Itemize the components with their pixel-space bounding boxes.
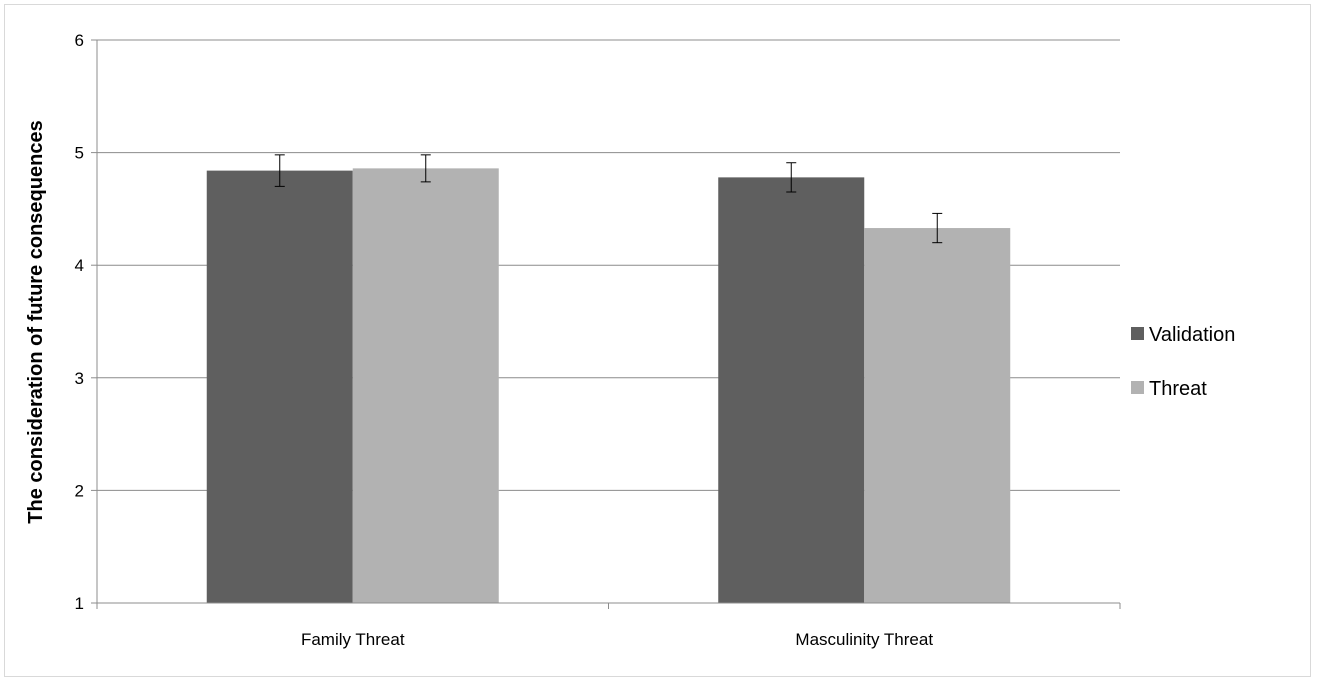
y-tick-label: 3 bbox=[75, 369, 84, 388]
y-tick-label: 6 bbox=[75, 31, 84, 50]
x-tick-label: Masculinity Threat bbox=[795, 630, 933, 649]
error-bars bbox=[274, 154, 943, 244]
y-tick-label: 5 bbox=[75, 144, 84, 163]
bar-validation-2 bbox=[718, 177, 865, 603]
legend-label-validation: Validation bbox=[1149, 324, 1235, 346]
x-tick-labels: Family Threat Masculinity Threat bbox=[301, 630, 933, 649]
x-tick-label: Family Threat bbox=[301, 630, 405, 649]
bars bbox=[206, 168, 1011, 604]
y-tick-label: 4 bbox=[75, 256, 84, 275]
y-tick-label: 1 bbox=[75, 594, 84, 613]
axes bbox=[91, 39, 1121, 609]
legend-swatch-validation bbox=[1131, 327, 1144, 340]
bar-threat-2 bbox=[864, 228, 1011, 604]
bar-threat-1 bbox=[352, 168, 499, 603]
legend-label-threat: Threat bbox=[1149, 378, 1207, 400]
y-tick-label: 2 bbox=[75, 481, 84, 500]
legend-swatch-threat bbox=[1131, 381, 1144, 394]
legend: Validation Threat bbox=[1131, 324, 1235, 400]
y-tick-labels: 1 2 3 4 5 6 bbox=[75, 31, 84, 613]
bar-validation-1 bbox=[206, 170, 353, 603]
y-axis-title: The consideration of future consequences bbox=[25, 120, 47, 523]
